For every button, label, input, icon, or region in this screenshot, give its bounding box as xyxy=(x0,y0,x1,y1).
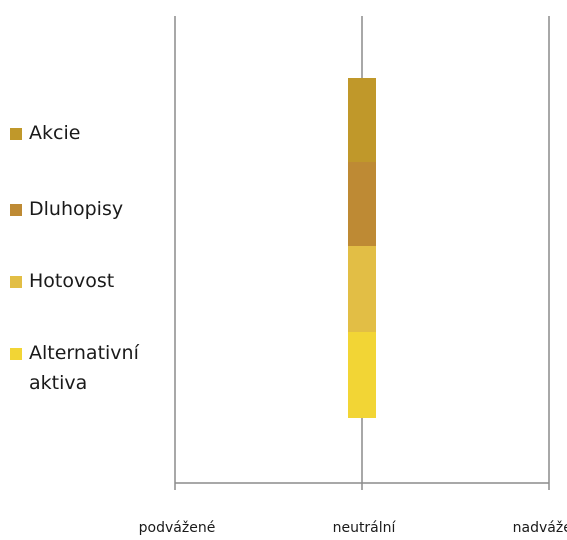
x-tick-label: podvážené xyxy=(139,520,216,536)
legend-item-akcie: Akcie xyxy=(10,118,169,148)
legend-label: Hotovost xyxy=(29,270,115,292)
x-tick-label: nadvážené xyxy=(513,520,567,536)
legend-label: Alternativní aktiva xyxy=(29,342,139,394)
legend-label: Akcie xyxy=(29,122,81,144)
legend-item-hotovost: Hotovost xyxy=(10,266,169,296)
bar-segment xyxy=(348,78,376,162)
legend-swatch xyxy=(10,128,22,140)
x-tick-label: neutrální xyxy=(333,520,397,536)
legend-swatch xyxy=(10,204,22,216)
legend-swatch xyxy=(10,276,22,288)
legend-item-alternativni-aktiva: Alternativní aktiva xyxy=(10,338,169,398)
legend-item-dluhopisy: Dluhopisy xyxy=(10,194,169,224)
legend-swatch xyxy=(10,348,22,360)
bar-segment xyxy=(348,246,376,332)
legend-label: Dluhopisy xyxy=(29,198,124,220)
bar-segment xyxy=(348,332,376,418)
bar-segment xyxy=(348,162,376,246)
